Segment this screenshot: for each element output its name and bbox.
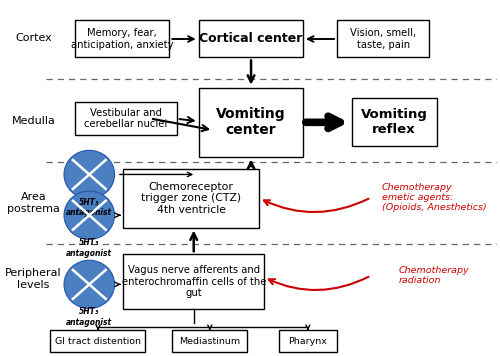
Text: Vision, smell,
taste, pain: Vision, smell, taste, pain <box>350 28 416 49</box>
FancyBboxPatch shape <box>198 20 303 57</box>
FancyBboxPatch shape <box>172 330 247 352</box>
Text: Chemotherapy
emetic agents:
(Opioids, Anesthetics): Chemotherapy emetic agents: (Opioids, An… <box>382 183 486 213</box>
Ellipse shape <box>64 150 114 199</box>
Text: Vomiting
reflex: Vomiting reflex <box>360 108 428 136</box>
FancyBboxPatch shape <box>74 102 176 135</box>
Text: Pharynx: Pharynx <box>288 337 328 346</box>
FancyBboxPatch shape <box>124 169 260 227</box>
Text: Vestibular and
cerebellar nuclei: Vestibular and cerebellar nuclei <box>84 108 168 129</box>
Text: Peripheral
levels: Peripheral levels <box>5 268 62 290</box>
Text: Chemoreceptor
trigger zone (CTZ)
4th ventricle: Chemoreceptor trigger zone (CTZ) 4th ven… <box>141 182 242 215</box>
Text: Vomiting
center: Vomiting center <box>216 107 286 137</box>
Text: Vagus nerve afferents and
enterochromaffin cells of the
gut: Vagus nerve afferents and enterochromaff… <box>122 265 266 298</box>
FancyBboxPatch shape <box>124 254 264 309</box>
FancyBboxPatch shape <box>74 20 170 57</box>
Text: 5HT₃
antagonist: 5HT₃ antagonist <box>66 308 112 327</box>
FancyBboxPatch shape <box>337 20 430 57</box>
Text: Memory, fear,
anticipation, anxiety: Memory, fear, anticipation, anxiety <box>71 28 174 49</box>
Text: Area
postrema: Area postrema <box>7 192 60 214</box>
Ellipse shape <box>64 260 114 309</box>
Text: Cortex: Cortex <box>15 33 52 43</box>
Text: 5HT₃
antagonist: 5HT₃ antagonist <box>66 198 112 217</box>
Text: Mediastinum: Mediastinum <box>179 337 240 346</box>
Ellipse shape <box>64 191 114 239</box>
FancyBboxPatch shape <box>278 330 337 352</box>
Text: GI tract distention: GI tract distention <box>55 337 141 346</box>
FancyBboxPatch shape <box>50 330 145 352</box>
Text: 5HT₃
antagonist: 5HT₃ antagonist <box>66 238 112 258</box>
Text: Medulla: Medulla <box>12 116 56 126</box>
FancyBboxPatch shape <box>198 88 303 157</box>
Text: Chemotherapy
radiation: Chemotherapy radiation <box>399 266 469 285</box>
Text: Cortical center: Cortical center <box>199 32 302 45</box>
FancyBboxPatch shape <box>352 98 436 146</box>
